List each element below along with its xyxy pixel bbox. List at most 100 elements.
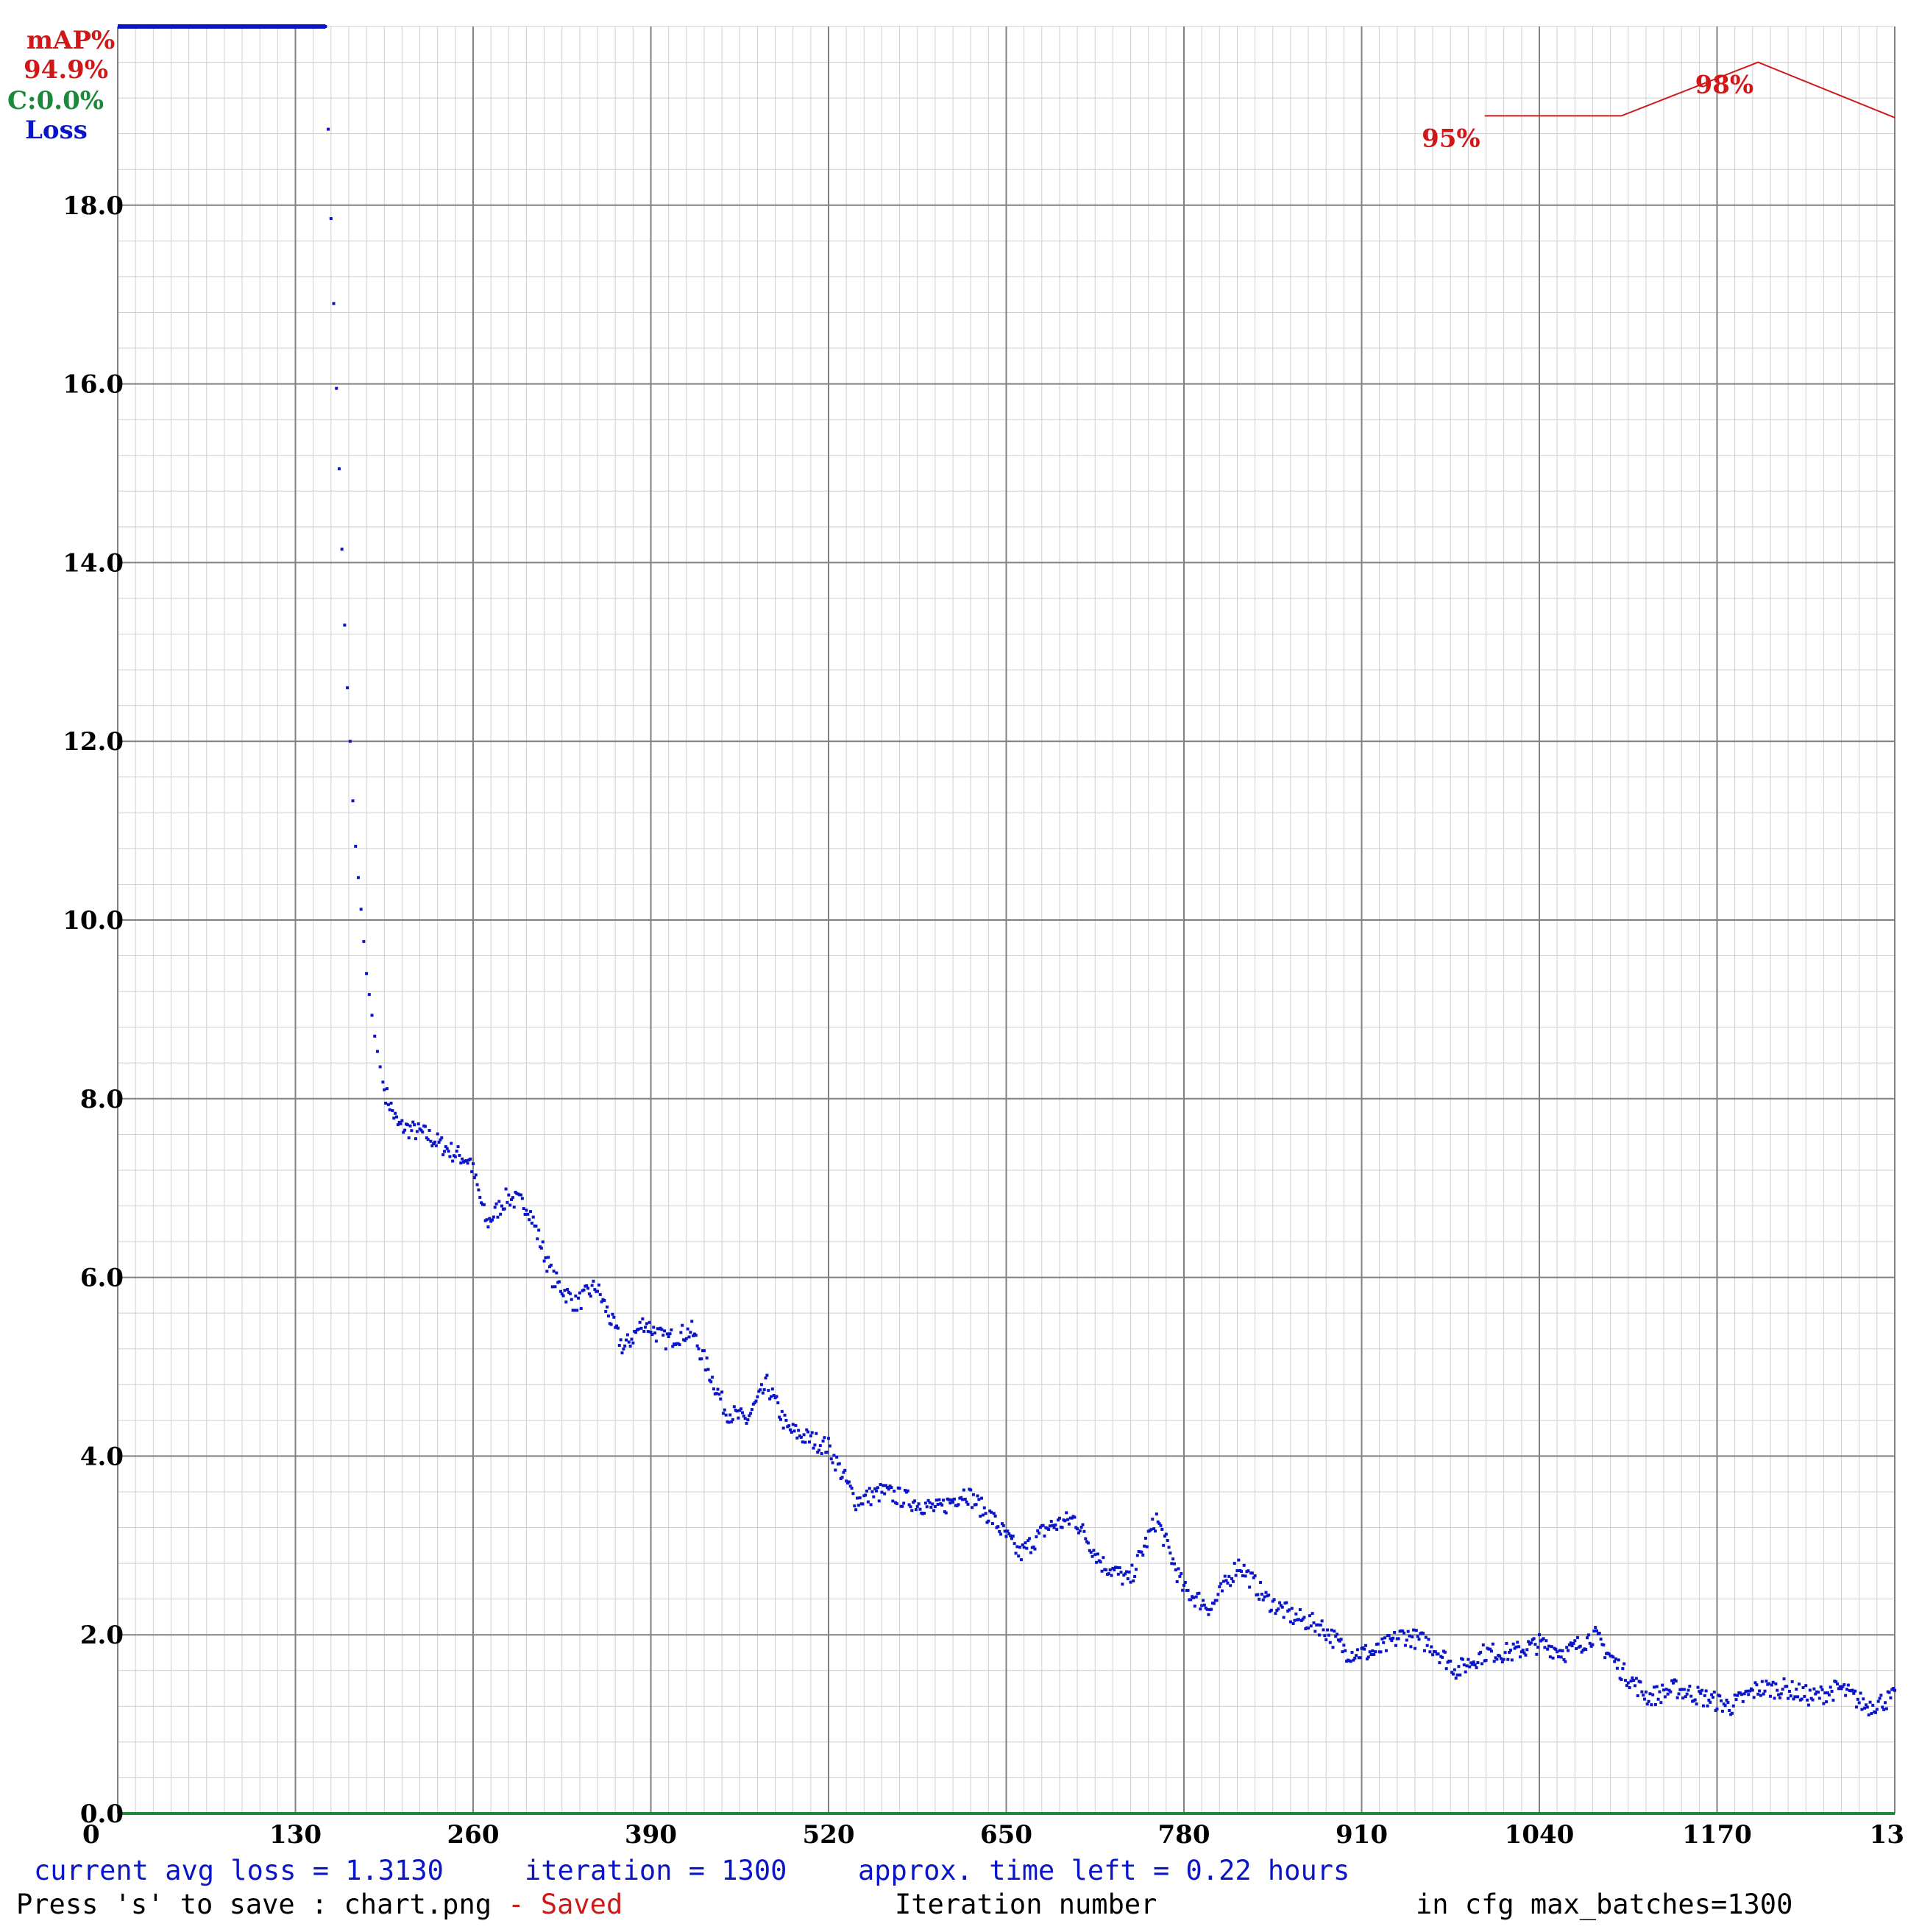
loss-point bbox=[1022, 1546, 1026, 1549]
loss-point bbox=[1551, 1656, 1555, 1660]
loss-point bbox=[639, 1326, 643, 1330]
loss-point bbox=[857, 1504, 860, 1507]
loss-point bbox=[700, 1357, 703, 1361]
loss-point bbox=[1172, 1562, 1176, 1565]
loss-point bbox=[671, 1345, 675, 1348]
loss-point bbox=[1145, 1545, 1149, 1549]
loss-point bbox=[631, 1341, 635, 1345]
loss-point bbox=[470, 1170, 474, 1173]
loss-point bbox=[1870, 1712, 1873, 1716]
loss-point bbox=[1782, 1677, 1786, 1681]
loss-point bbox=[1390, 1639, 1394, 1643]
loss-point bbox=[1524, 1653, 1528, 1657]
loss-point bbox=[466, 1161, 469, 1165]
loss-point bbox=[1591, 1643, 1595, 1646]
loss-point bbox=[1733, 1694, 1737, 1697]
loss-point bbox=[572, 1309, 576, 1312]
loss-point bbox=[951, 1500, 955, 1504]
loss-point bbox=[1806, 1703, 1810, 1707]
press-save-text: Press 's' to save : chart.png bbox=[16, 1889, 492, 1920]
loss-point bbox=[434, 1144, 438, 1147]
loss-point bbox=[681, 1323, 684, 1327]
loss-point bbox=[917, 1502, 921, 1506]
loss-point bbox=[436, 1132, 439, 1136]
loss-point bbox=[1038, 1532, 1041, 1535]
loss-point bbox=[1797, 1682, 1801, 1686]
loss-point bbox=[1012, 1542, 1016, 1546]
loss-point bbox=[1177, 1567, 1180, 1571]
loss-point bbox=[597, 1283, 600, 1287]
loss-point bbox=[821, 1439, 825, 1443]
loss-point bbox=[996, 1525, 1000, 1529]
loss-point bbox=[1599, 1638, 1603, 1641]
loss-point bbox=[845, 1479, 848, 1483]
loss-point bbox=[1628, 1685, 1631, 1689]
loss-point bbox=[851, 1492, 855, 1496]
loss-point bbox=[1800, 1697, 1804, 1701]
loss-point bbox=[1116, 1572, 1120, 1576]
loss-point bbox=[1621, 1667, 1625, 1671]
loss-point bbox=[445, 1147, 449, 1150]
loss-point bbox=[1352, 1658, 1355, 1662]
loss-point bbox=[1819, 1685, 1823, 1689]
loss-point bbox=[1233, 1562, 1236, 1565]
loss-point bbox=[1536, 1646, 1540, 1649]
loss-point bbox=[586, 1287, 590, 1290]
loss-point bbox=[1704, 1689, 1708, 1693]
loss-point bbox=[1253, 1574, 1257, 1578]
map-series: 95% 98% bbox=[1422, 61, 1895, 153]
loss-point bbox=[537, 1228, 541, 1232]
loss-point bbox=[1731, 1704, 1735, 1708]
loss-point bbox=[1511, 1642, 1515, 1646]
loss-point bbox=[1580, 1650, 1584, 1654]
loss-point bbox=[1143, 1536, 1147, 1540]
loss-point bbox=[1653, 1685, 1656, 1689]
loss-point bbox=[910, 1509, 914, 1512]
loss-point bbox=[810, 1431, 814, 1434]
loss-point bbox=[1779, 1692, 1783, 1696]
loss-point bbox=[703, 1368, 707, 1372]
loss-point bbox=[775, 1395, 779, 1398]
loss-point bbox=[1825, 1700, 1829, 1704]
loss-point bbox=[875, 1489, 879, 1493]
loss-point bbox=[826, 1451, 829, 1454]
loss-point bbox=[832, 1454, 836, 1457]
loss-point bbox=[625, 1333, 629, 1337]
loss-point bbox=[555, 1271, 558, 1275]
loss-point bbox=[1108, 1568, 1112, 1572]
loss-point bbox=[1484, 1658, 1488, 1662]
loss-point bbox=[619, 1338, 623, 1342]
loss-point bbox=[876, 1486, 879, 1490]
loss-point bbox=[1081, 1523, 1085, 1526]
loss-point bbox=[1060, 1526, 1064, 1529]
loss-point bbox=[724, 1413, 728, 1417]
loss-point bbox=[652, 1326, 656, 1329]
loss-point bbox=[356, 876, 360, 880]
loss-point bbox=[561, 1294, 565, 1298]
loss-point bbox=[1586, 1636, 1589, 1640]
loss-point bbox=[430, 1144, 434, 1147]
loss-point bbox=[940, 1503, 944, 1507]
loss-point bbox=[716, 1387, 720, 1391]
loss-point bbox=[884, 1484, 888, 1487]
loss-point bbox=[1038, 1526, 1042, 1529]
loss-point bbox=[1134, 1568, 1138, 1571]
loss-point bbox=[472, 1176, 476, 1180]
loss-point bbox=[1521, 1649, 1525, 1652]
loss-point bbox=[1438, 1661, 1441, 1665]
loss-point bbox=[1778, 1696, 1781, 1699]
loss-point bbox=[552, 1270, 556, 1273]
loss-point bbox=[1216, 1593, 1220, 1596]
loss-point bbox=[1538, 1633, 1541, 1637]
loss-point bbox=[944, 1511, 948, 1515]
loss-point bbox=[847, 1480, 851, 1484]
loss-point bbox=[1865, 1705, 1869, 1709]
loss-point bbox=[351, 799, 355, 803]
loss-point bbox=[929, 1505, 933, 1509]
loss-point bbox=[1838, 1685, 1842, 1688]
loss-point bbox=[1353, 1656, 1357, 1660]
loss-point bbox=[1155, 1512, 1158, 1516]
loss-point bbox=[568, 1292, 572, 1295]
loss-point bbox=[969, 1488, 973, 1492]
loss-point bbox=[1162, 1543, 1166, 1547]
